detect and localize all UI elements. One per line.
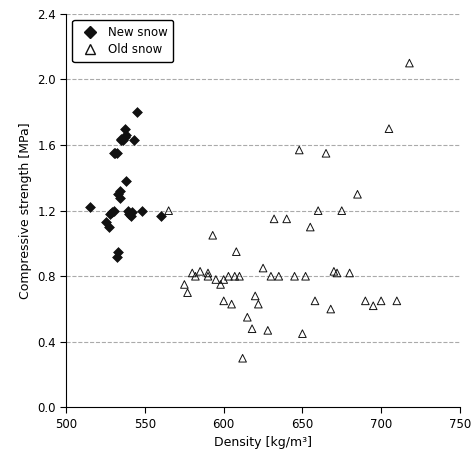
New snow (127, 212, 135, 219)
Old snow (191, 273, 199, 280)
New snow (121, 133, 128, 141)
New snow (110, 207, 118, 214)
New snow (133, 108, 141, 116)
Old snow (259, 264, 267, 272)
Old snow (251, 292, 259, 300)
Old snow (189, 269, 196, 277)
Y-axis label: Compressive strength [MPa]: Compressive strength [MPa] (18, 122, 32, 299)
Old snow (209, 232, 217, 239)
Old snow (327, 306, 335, 313)
Old snow (311, 297, 319, 305)
New snow (116, 187, 124, 194)
New snow (115, 191, 122, 198)
New snow (115, 248, 122, 256)
New snow (105, 223, 113, 231)
Old snow (322, 150, 330, 157)
New snow (113, 253, 120, 260)
New snow (157, 212, 164, 219)
Old snow (184, 289, 191, 296)
New snow (107, 210, 114, 218)
Old snow (302, 273, 310, 280)
Old snow (338, 207, 346, 214)
New snow (124, 207, 131, 214)
Old snow (165, 207, 173, 214)
Old snow (231, 273, 238, 280)
New snow (111, 150, 119, 157)
Old snow (377, 297, 385, 305)
Old snow (270, 215, 278, 223)
New snow (118, 137, 125, 144)
Old snow (330, 268, 337, 275)
New snow (122, 131, 130, 139)
New snow (126, 210, 133, 218)
Old snow (362, 297, 369, 305)
Old snow (333, 269, 341, 277)
Old snow (267, 273, 275, 280)
Old snow (225, 273, 232, 280)
Old snow (283, 215, 291, 223)
New snow (122, 177, 130, 185)
Old snow (314, 207, 322, 214)
Old snow (204, 273, 212, 280)
Old snow (291, 273, 298, 280)
Old snow (393, 297, 401, 305)
New snow (116, 194, 124, 201)
Old snow (236, 273, 243, 280)
Old snow (255, 300, 262, 308)
Old snow (406, 59, 413, 67)
Old snow (248, 325, 256, 332)
Old snow (275, 273, 283, 280)
New snow (110, 150, 118, 157)
Old snow (233, 248, 240, 256)
Old snow (369, 302, 377, 309)
Old snow (244, 313, 251, 321)
New snow (119, 137, 127, 144)
New snow (138, 207, 146, 214)
Old snow (217, 281, 224, 288)
New snow (113, 150, 120, 157)
New snow (102, 219, 109, 226)
New snow (130, 137, 138, 144)
Old snow (220, 297, 228, 305)
Old snow (307, 223, 314, 231)
Old snow (220, 276, 228, 283)
Old snow (346, 269, 354, 277)
Old snow (239, 355, 246, 362)
X-axis label: Density [kg/m³]: Density [kg/m³] (214, 437, 312, 450)
New snow (108, 209, 116, 216)
Old snow (264, 327, 272, 334)
Old snow (295, 146, 303, 154)
Legend: New snow, Old snow: New snow, Old snow (72, 20, 173, 63)
Old snow (228, 300, 236, 308)
Old snow (354, 191, 361, 198)
New snow (121, 125, 128, 132)
New snow (86, 204, 94, 211)
Old snow (299, 330, 306, 338)
New snow (118, 135, 125, 142)
New snow (128, 209, 136, 216)
Old snow (212, 276, 219, 283)
Old snow (385, 125, 393, 132)
Old snow (181, 281, 188, 288)
Old snow (204, 269, 212, 277)
Old snow (196, 268, 204, 275)
